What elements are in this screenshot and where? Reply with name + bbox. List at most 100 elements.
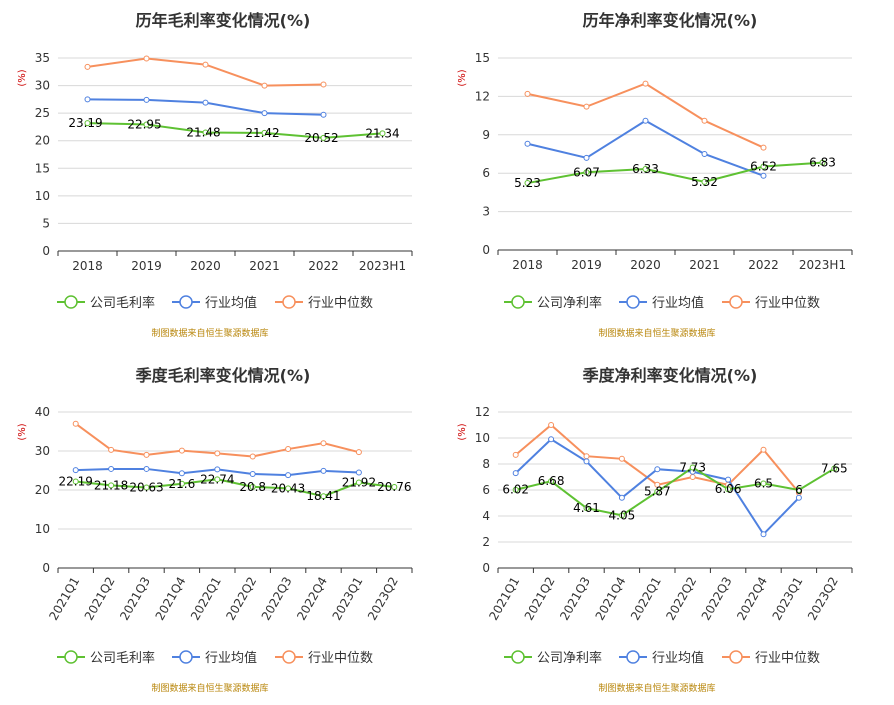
x-tick-label: 2021Q4 bbox=[593, 575, 629, 623]
data-label: 4.05 bbox=[609, 508, 636, 522]
source-note: 制图数据来自恒生聚源数据库 bbox=[598, 682, 715, 694]
y-tick-label: 35 bbox=[35, 51, 50, 65]
data-label: 7.65 bbox=[821, 462, 848, 476]
data-label: 20.76 bbox=[377, 480, 411, 494]
legend-item[interactable]: 行业中位数 bbox=[275, 295, 373, 311]
company-series-point bbox=[391, 484, 398, 491]
y-tick-label: 0 bbox=[42, 244, 50, 258]
legend-item[interactable]: 行业均值 bbox=[619, 295, 704, 311]
company-series-point bbox=[143, 484, 150, 491]
industry-avg-series-point bbox=[320, 111, 327, 118]
chart-title: 季度净利率变化情况(%) bbox=[582, 366, 758, 385]
industry-avg-series-point bbox=[760, 172, 767, 179]
chart-annual-gross-margin: 历年毛利率变化情况(%) (%) 0 5 10 15 20 25 30 35 2018 2019 202… bbox=[0, 0, 447, 350]
chart-title: 历年净利率变化情况(%) bbox=[583, 11, 758, 30]
industry-avg-series-point bbox=[72, 467, 79, 474]
legend-item[interactable]: 行业中位数 bbox=[722, 295, 820, 311]
industry-avg-series-point bbox=[654, 466, 661, 473]
x-tick-label: 2021Q3 bbox=[117, 575, 153, 623]
legend-label: 行业中位数 bbox=[755, 651, 820, 666]
industry-median-series-point bbox=[654, 481, 661, 488]
data-label: 6.07 bbox=[573, 165, 600, 179]
legend-item[interactable]: 行业均值 bbox=[172, 650, 257, 666]
industry-median-series-point bbox=[143, 451, 150, 458]
data-label: 6 bbox=[795, 483, 803, 497]
company-series-line bbox=[527, 161, 823, 185]
data-label: 22.19 bbox=[59, 474, 93, 488]
x-tick-label: 2022Q4 bbox=[294, 575, 330, 623]
legend-item[interactable]: 行业均值 bbox=[172, 295, 257, 311]
industry-avg-series-point bbox=[143, 465, 150, 472]
company-series-point bbox=[583, 505, 590, 512]
industry-avg-series-point bbox=[84, 96, 91, 103]
industry-avg-series-point bbox=[548, 436, 555, 443]
industry-median-series-point bbox=[143, 55, 150, 62]
legend-item[interactable]: 公司净利率 bbox=[504, 295, 602, 311]
x-tick-label: 2021Q2 bbox=[82, 575, 118, 623]
legend-label: 行业均值 bbox=[205, 650, 257, 666]
source-note: 制图数据来自恒生聚源数据库 bbox=[151, 327, 268, 339]
source-note: 制图数据来自恒生聚源数据库 bbox=[598, 327, 715, 339]
data-label: 21.48 bbox=[186, 126, 220, 140]
company-series-point bbox=[654, 488, 661, 495]
company-series-point bbox=[249, 483, 256, 490]
data-label: 22.95 bbox=[127, 117, 161, 131]
company-series-point bbox=[701, 178, 708, 185]
x-tick-label: 2020 bbox=[630, 258, 661, 272]
industry-avg-series-point bbox=[583, 458, 590, 465]
industry-avg-series-point bbox=[320, 467, 327, 474]
industry-median-series-point bbox=[689, 474, 696, 480]
y-tick-label: 10 bbox=[35, 189, 50, 203]
legend-item[interactable]: 行业中位数 bbox=[722, 650, 820, 666]
data-label: 4.61 bbox=[573, 501, 600, 515]
y-tick-label: 10 bbox=[475, 431, 490, 445]
y-tick-label: 15 bbox=[35, 161, 50, 175]
industry-median-series-point bbox=[512, 451, 519, 458]
legend-marker-icon bbox=[626, 650, 640, 664]
x-tick-label: 2021Q1 bbox=[486, 575, 522, 623]
y-tick-label: 0 bbox=[482, 243, 490, 257]
industry-median-series-point bbox=[202, 61, 209, 68]
data-label: 20.43 bbox=[271, 481, 305, 495]
data-label: 21.34 bbox=[365, 126, 399, 140]
data-label: 5.32 bbox=[691, 175, 718, 189]
industry-median-series-line bbox=[527, 82, 764, 149]
industry-avg-series-point bbox=[760, 531, 767, 538]
legend-item[interactable]: 公司毛利率 bbox=[57, 650, 155, 666]
legend-item[interactable]: 行业中位数 bbox=[275, 650, 373, 666]
industry-median-series-point bbox=[320, 440, 327, 447]
legend-label: 公司毛利率 bbox=[90, 295, 155, 311]
chart-quarterly-gross-margin: 季度毛利率变化情况(%) (%) 0 10 20 30 40 2021Q1 2021Q2 2021… bbox=[0, 355, 447, 705]
y-unit-label: (%) bbox=[457, 69, 468, 86]
x-tick-label: 2018 bbox=[512, 258, 543, 272]
data-label: 23.19 bbox=[68, 116, 102, 130]
legend-label: 行业中位数 bbox=[308, 296, 373, 311]
y-tick-label: 10 bbox=[35, 522, 50, 536]
x-tick-label: 2023Q1 bbox=[330, 575, 366, 623]
company-series-point bbox=[202, 129, 209, 136]
legend-item[interactable]: 行业均值 bbox=[619, 650, 704, 666]
industry-median-series-point bbox=[72, 420, 79, 427]
x-tick-label: 2021Q4 bbox=[153, 575, 189, 623]
y-tick-label: 9 bbox=[482, 128, 490, 142]
data-label: 6.33 bbox=[632, 162, 659, 176]
industry-median-series-point bbox=[249, 453, 256, 460]
x-tick-label: 2022 bbox=[748, 258, 779, 272]
x-tick-label: 2023H1 bbox=[359, 259, 406, 273]
x-tick-label: 2021Q1 bbox=[46, 575, 82, 623]
legend-marker-icon bbox=[511, 650, 525, 664]
y-tick-label: 30 bbox=[35, 444, 50, 458]
y-tick-label: 40 bbox=[35, 405, 50, 419]
data-label: 21.42 bbox=[245, 126, 279, 140]
company-series-point bbox=[320, 134, 327, 141]
industry-avg-series-point bbox=[261, 110, 268, 117]
industry-avg-series-point bbox=[725, 476, 732, 483]
industry-avg-series-point bbox=[202, 99, 209, 106]
industry-avg-series-point bbox=[178, 470, 185, 477]
x-tick-label: 2021Q3 bbox=[557, 575, 593, 623]
y-tick-label: 5 bbox=[42, 216, 50, 230]
legend-item[interactable]: 公司净利率 bbox=[504, 650, 602, 666]
legend-item[interactable]: 公司毛利率 bbox=[57, 295, 155, 311]
y-unit-label: (%) bbox=[17, 69, 28, 86]
data-label: 20.52 bbox=[304, 131, 338, 145]
